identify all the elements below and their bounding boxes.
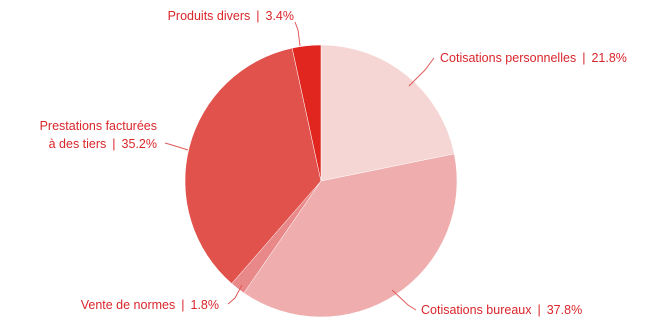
slice-label-cotisations-personnelles: Cotisations personnelles | 21.8%	[440, 51, 627, 65]
slice-prestations-facturees	[184, 47, 322, 284]
leader-produits-divers	[294, 21, 301, 47]
leader-cotisations-personnelles	[408, 57, 435, 87]
slice-label-prestations-facturees-line1: Prestations facturées	[40, 119, 157, 133]
leader-lines	[164, 21, 435, 311]
slice-produits-divers	[291, 44, 322, 182]
slice-label-produits-divers: Produits divers | 3.4%	[168, 9, 294, 23]
slice-label-cotisations-bureaux: Cotisations bureaux | 37.8%	[421, 303, 582, 317]
leader-prestations-facturees	[164, 142, 189, 151]
leader-vente-de-normes	[227, 284, 243, 305]
slice-label-prestations-facturees-line2: à des tiers | 35.2%	[49, 137, 157, 151]
slice-label-vente-de-normes: Vente de normes | 1.8%	[81, 298, 219, 312]
pie-slices	[184, 44, 458, 318]
slice-cotisations-personnelles	[320, 44, 455, 182]
leader-cotisations-bureaux	[391, 289, 417, 311]
